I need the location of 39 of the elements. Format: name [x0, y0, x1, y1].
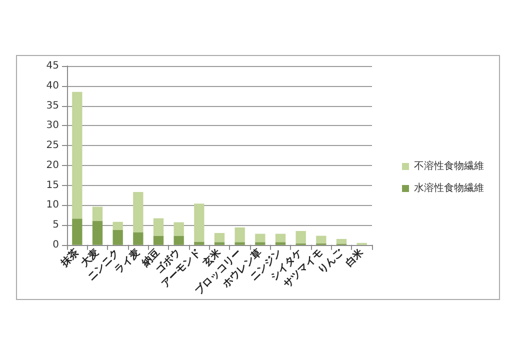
y-tick-label: 0: [52, 239, 59, 250]
bar: [92, 221, 103, 245]
bar: [174, 222, 184, 236]
bar: [133, 232, 144, 245]
bar: [194, 242, 204, 245]
bar: [194, 204, 204, 242]
y-tick-label: 40: [46, 80, 59, 92]
bar: [275, 234, 286, 242]
legend-label: 不溶性食物繊維: [414, 160, 484, 172]
bar: [174, 236, 184, 245]
bar: [296, 231, 306, 244]
y-tick-label: 5: [52, 220, 59, 231]
bar: [112, 222, 123, 230]
y-tick-label: 35: [46, 100, 59, 112]
y-tick-label: 15: [46, 180, 59, 191]
y-tick-label: 20: [46, 160, 59, 171]
bar: [153, 236, 164, 245]
bar: [234, 227, 245, 242]
bar: [72, 218, 82, 245]
bar: [255, 242, 266, 245]
bar: [336, 238, 347, 244]
bar: [133, 192, 144, 232]
x-tick-label: 白米: [343, 246, 366, 269]
y-tick-label: 45: [46, 60, 59, 72]
bar: [214, 232, 225, 242]
bar: [214, 242, 225, 245]
x-tick-label: 抹茶: [58, 246, 82, 270]
y-tick-label: 10: [46, 200, 59, 211]
legend-label: 水溶性食物繊維: [414, 182, 484, 194]
bar: [112, 230, 123, 245]
bar: [92, 206, 103, 222]
bar: [153, 218, 164, 236]
bar: [255, 234, 266, 242]
bar: [234, 242, 245, 245]
bar: [72, 92, 82, 219]
y-tick-label: 25: [46, 140, 59, 152]
bar: [275, 242, 286, 245]
y-tick-label: 30: [46, 120, 59, 132]
bar: [316, 236, 326, 244]
